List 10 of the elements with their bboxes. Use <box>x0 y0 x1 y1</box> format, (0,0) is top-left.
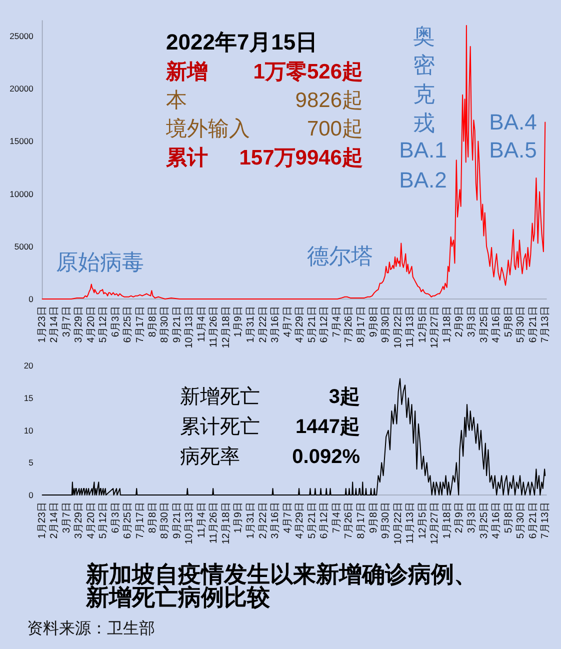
annotation: BA.5 <box>489 138 537 162</box>
annotation: 德尔塔 <box>307 244 373 268</box>
title: 新加坡自疫情发生以来新增确诊病例、新增死亡病例比较 <box>86 561 477 610</box>
annotation: 原始病毒 <box>56 250 144 274</box>
annotation: BA.1 <box>399 138 447 162</box>
annotation: 资料来源：卫生部 <box>27 620 155 638</box>
annotation: 奥密克戎 <box>413 23 435 135</box>
subtitle: 2022年7月15日 <box>166 30 318 54</box>
annotation: BA.2 <box>399 168 447 192</box>
annotation: BA.4 <box>489 110 537 134</box>
